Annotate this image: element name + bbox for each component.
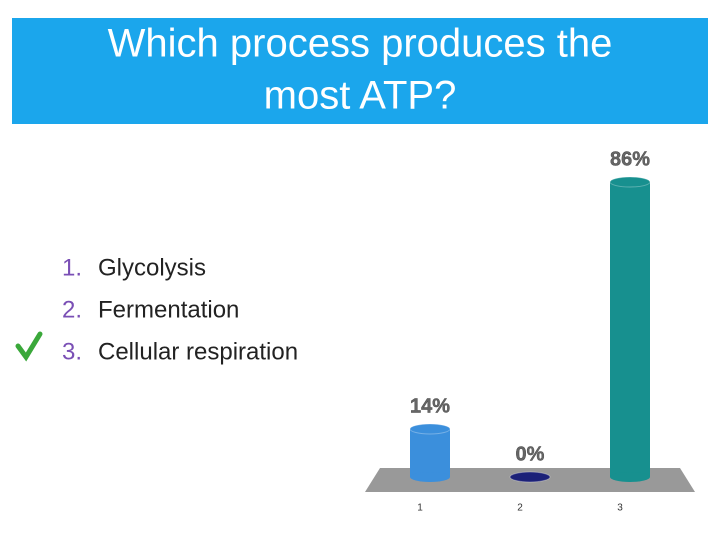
bar-top — [609, 176, 651, 188]
option-text: Fermentation — [98, 296, 239, 323]
bar-base — [610, 472, 650, 482]
option-number: 2. — [62, 296, 82, 323]
x-tick-label: 3 — [617, 503, 623, 514]
title-line: Which process produces the — [108, 22, 613, 66]
bar-top — [509, 471, 551, 483]
bar-top — [409, 423, 451, 435]
x-tick-label: 2 — [517, 503, 523, 514]
value-label: 86% — [610, 148, 650, 170]
option-text: Cellular respiration — [98, 338, 298, 365]
value-label: 14% — [410, 395, 450, 417]
value-label: 0% — [516, 443, 545, 465]
bar — [410, 428, 450, 477]
option-number: 3. — [62, 338, 82, 365]
bar-base — [410, 472, 450, 482]
title-banner — [12, 18, 708, 124]
bar — [610, 182, 650, 477]
x-tick-label: 1 — [417, 503, 423, 514]
title-line: most ATP? — [264, 74, 457, 118]
option-text: Glycolysis — [98, 254, 206, 281]
check-mark — [15, 331, 43, 362]
option-number: 1. — [62, 254, 82, 281]
